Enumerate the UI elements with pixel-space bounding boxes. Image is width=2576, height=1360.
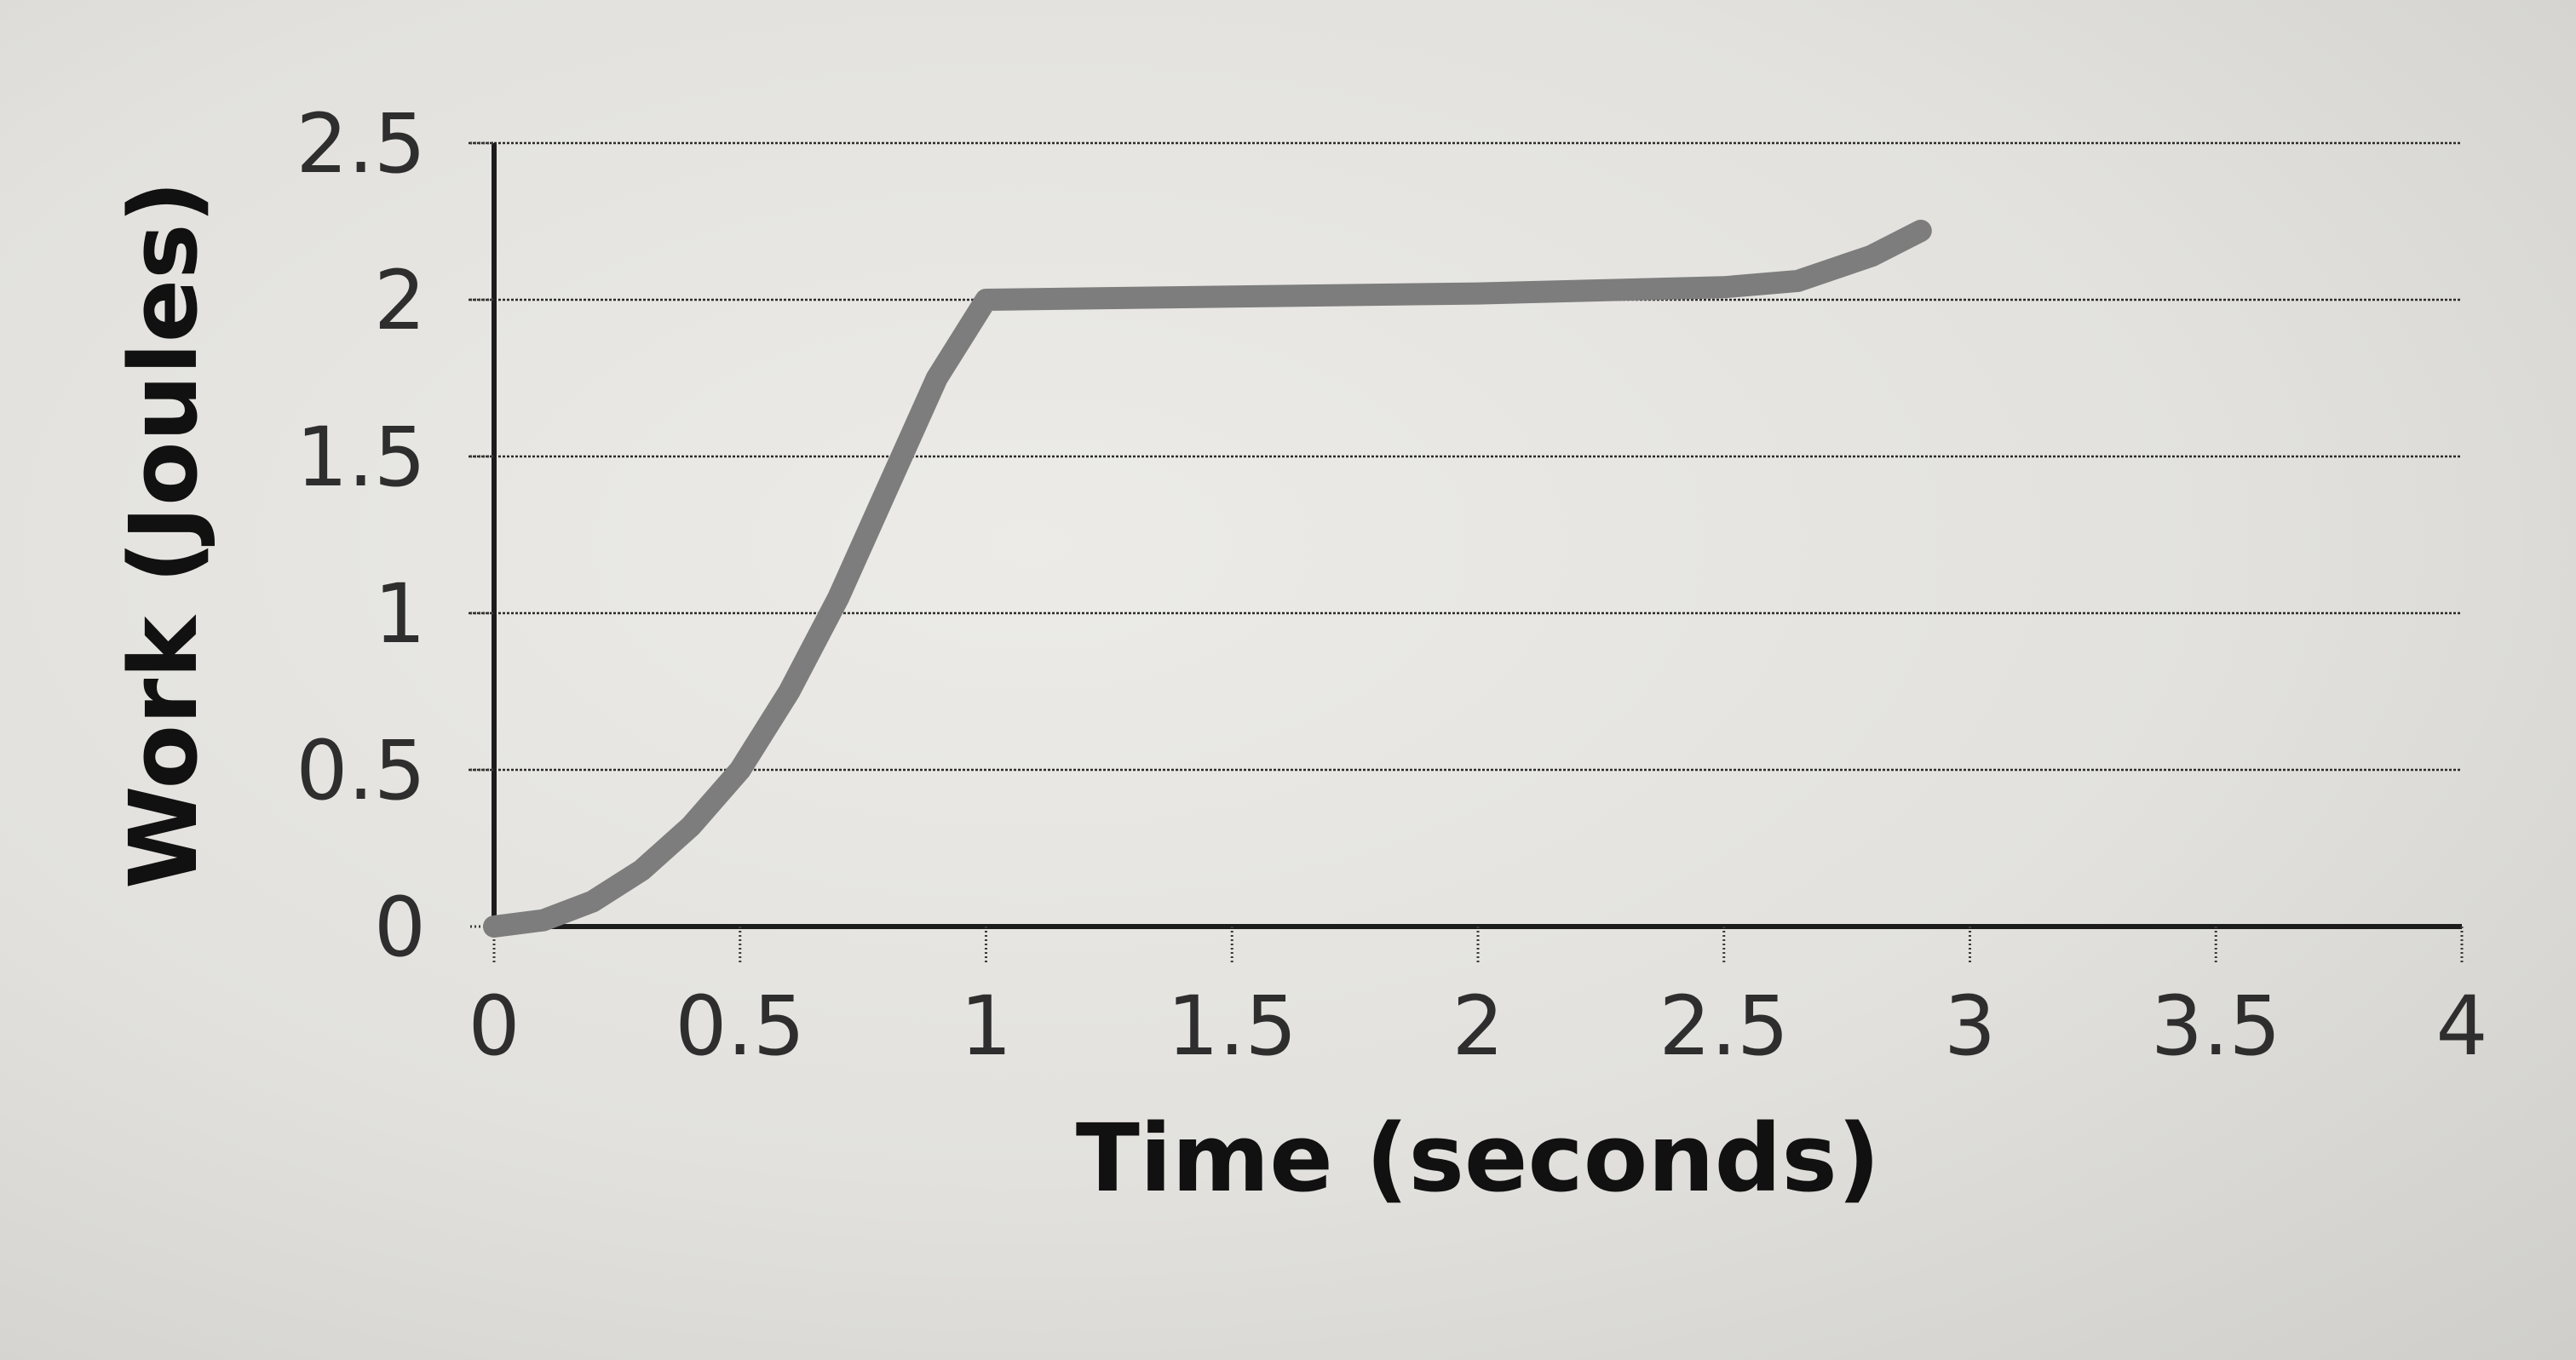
x-tick-label-5: 2.5: [1659, 978, 1789, 1074]
x-tick-label-7: 3.5: [2151, 978, 2281, 1074]
y-tick-label-5: 2.5: [296, 96, 426, 192]
x-tick-label-3: 1.5: [1167, 978, 1297, 1074]
series-layer: [483, 220, 1932, 938]
y-tick-label-1: 0.5: [296, 723, 426, 818]
y-tick-label-3: 1.5: [296, 410, 426, 505]
x-tick-label-2: 1: [960, 978, 1012, 1074]
x-ticks: 0 0.5 1 1.5 2 2.5 3 3.5 4: [468, 927, 2488, 1074]
x-tick-label-8: 4: [2435, 978, 2487, 1074]
series-line-0: [483, 220, 1932, 938]
x-tick-label-4: 2: [1452, 978, 1504, 1074]
x-tick-label-6: 3: [1944, 978, 1996, 1074]
y-tick-label-0: 0: [374, 880, 426, 975]
y-ticks: 0 0.5 1 1.5 2 2.5: [296, 96, 494, 975]
y-axis-title: Work (Joules): [109, 181, 218, 889]
y-tick-label-4: 2: [374, 253, 426, 348]
x-tick-label-0: 0: [468, 978, 520, 1074]
gridlines: [469, 141, 2462, 772]
x-tick-label-1: 0.5: [675, 978, 805, 1074]
y-tick-label-2: 1: [374, 566, 426, 662]
x-axis-title: Time (seconds): [1076, 1104, 1880, 1213]
axes: [492, 143, 2462, 929]
